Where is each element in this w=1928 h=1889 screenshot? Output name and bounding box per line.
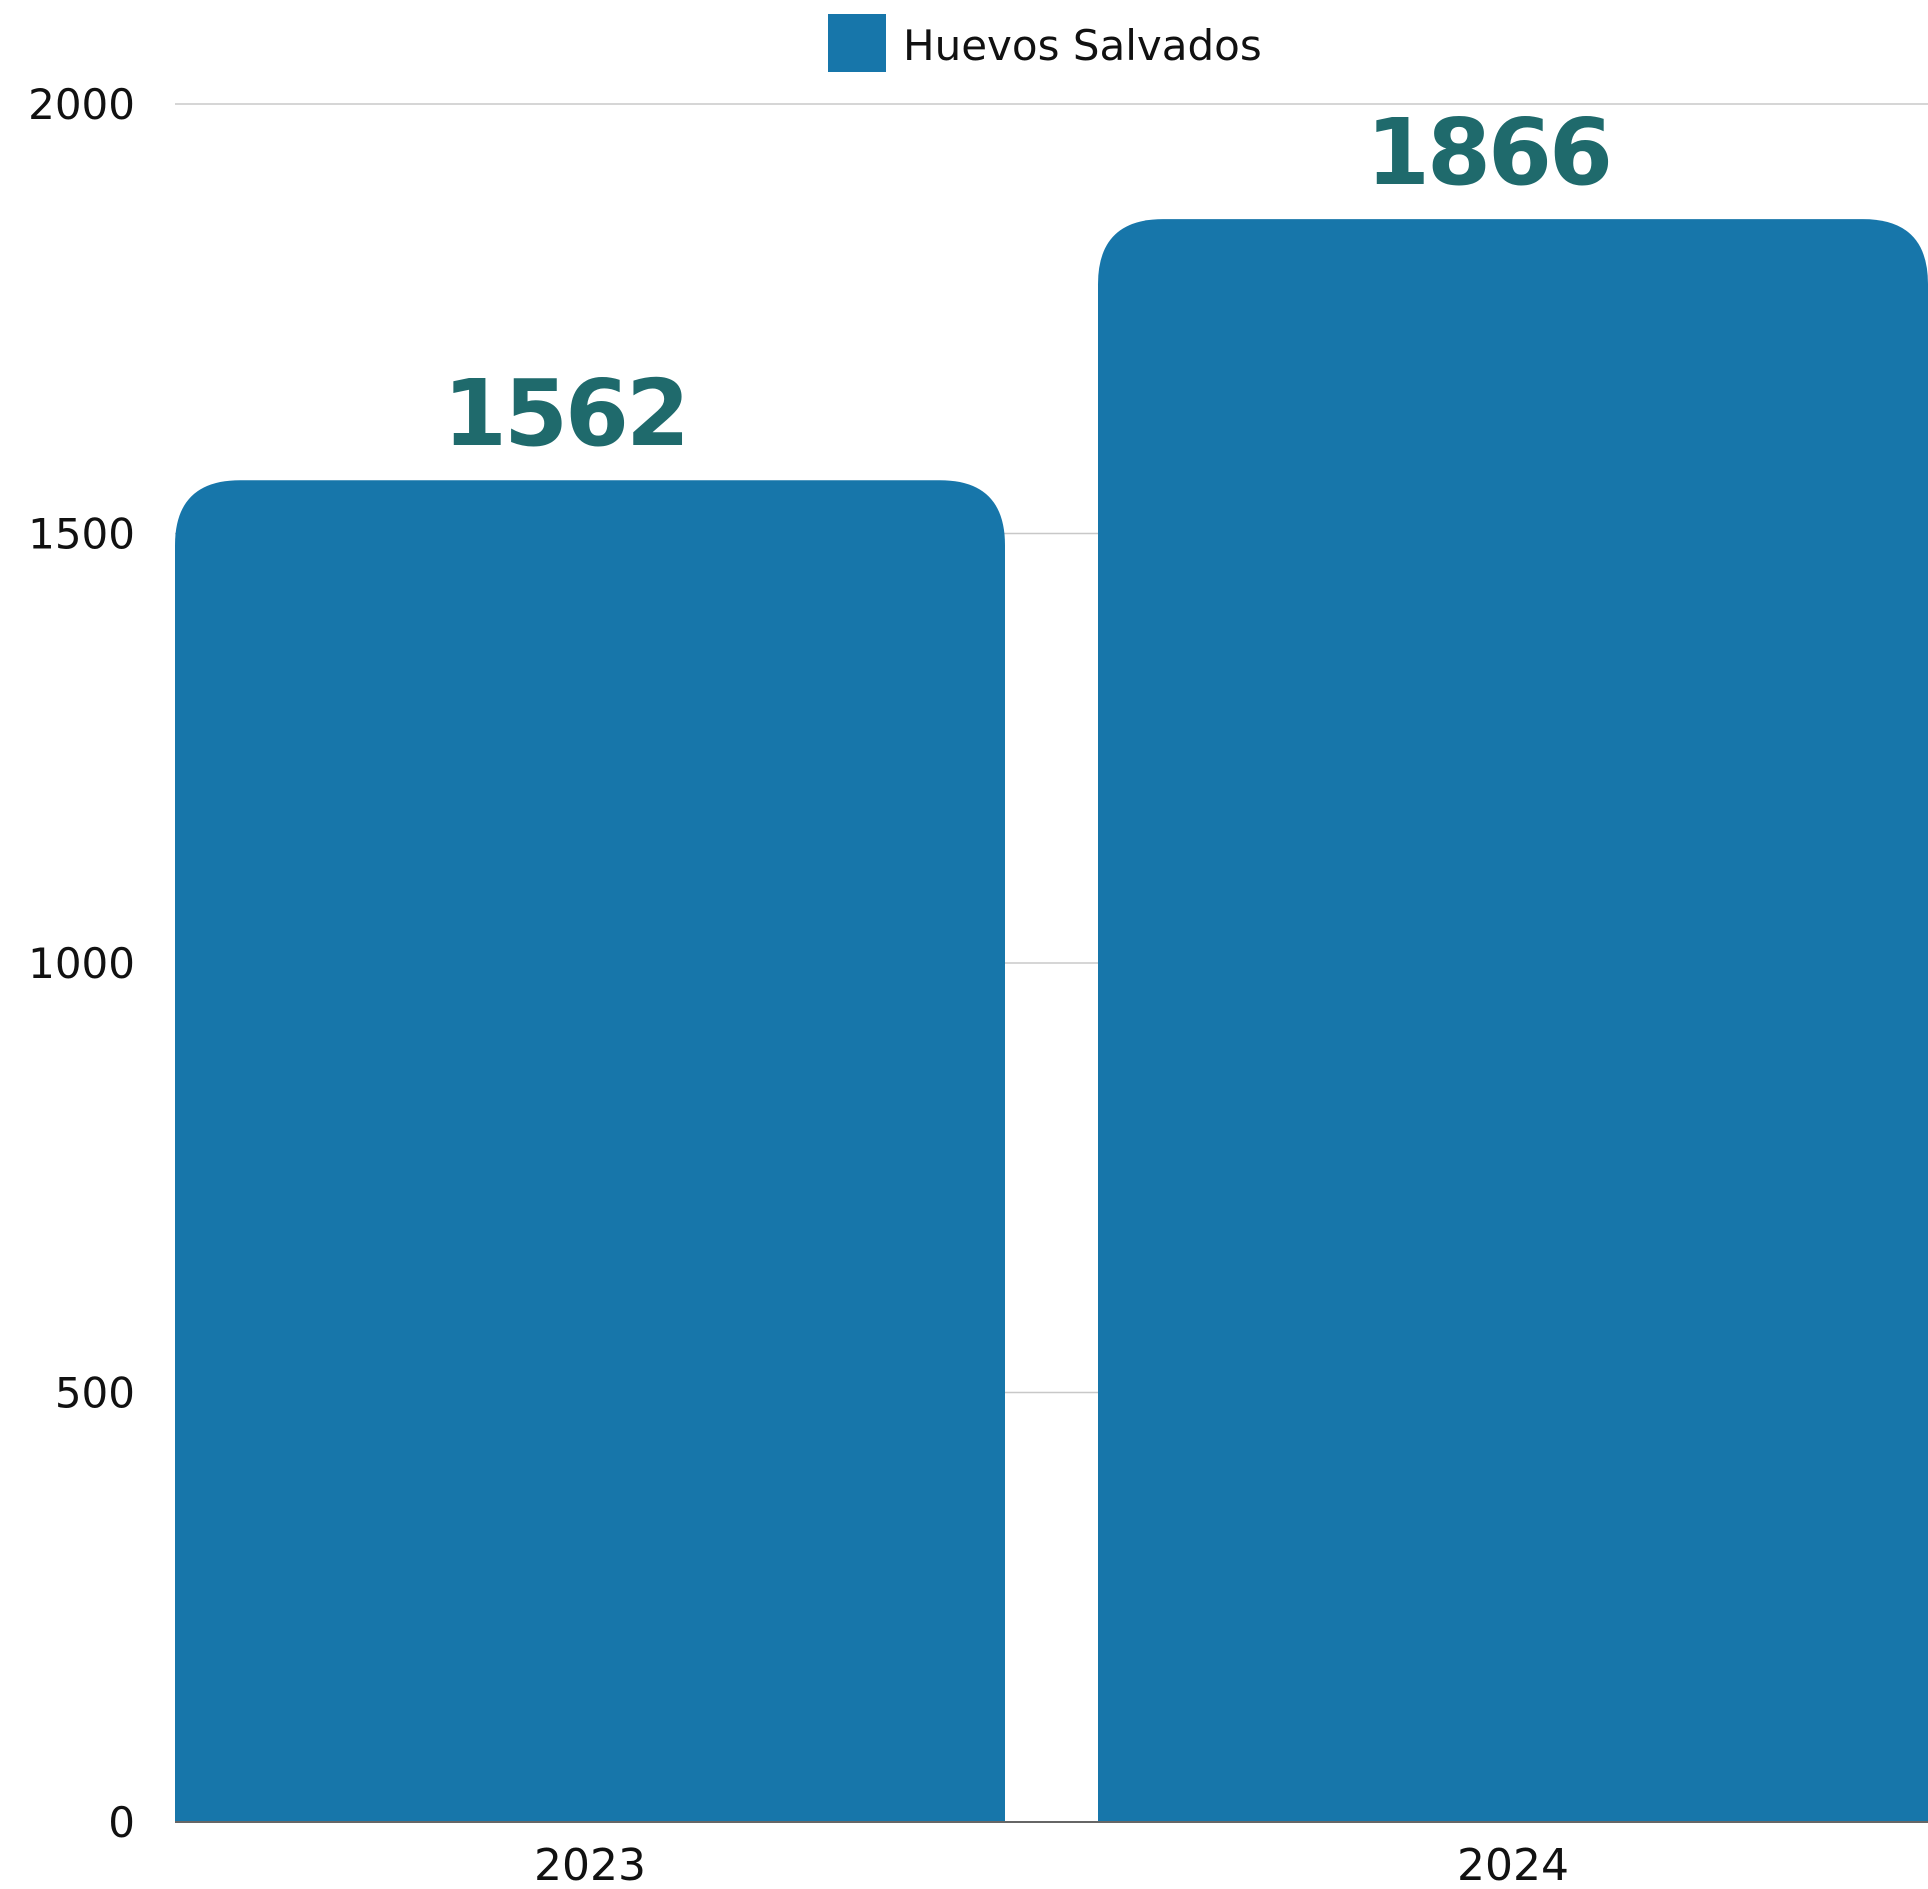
y-tick-label: 500 xyxy=(55,1369,135,1418)
y-tick-label: 2000 xyxy=(28,80,135,129)
data-label: 1562 xyxy=(443,360,687,467)
axes: 0 500 1000 1500 2000 2023 2024 xyxy=(28,80,1928,1889)
y-tick-label: 0 xyxy=(108,1798,135,1847)
legend-label: Huevos Salvados xyxy=(903,21,1262,70)
bar xyxy=(175,480,1005,1823)
bar xyxy=(1098,219,1928,1823)
data-label: 1866 xyxy=(1366,99,1610,206)
legend-swatch xyxy=(828,14,886,72)
y-tick-label: 1500 xyxy=(28,510,135,559)
legend: Huevos Salvados xyxy=(828,14,1262,72)
x-tick-label: 2023 xyxy=(534,1840,646,1889)
y-tick-label: 1000 xyxy=(28,939,135,988)
bars: 1562 1866 xyxy=(175,99,1928,1823)
x-tick-label: 2024 xyxy=(1457,1840,1569,1889)
